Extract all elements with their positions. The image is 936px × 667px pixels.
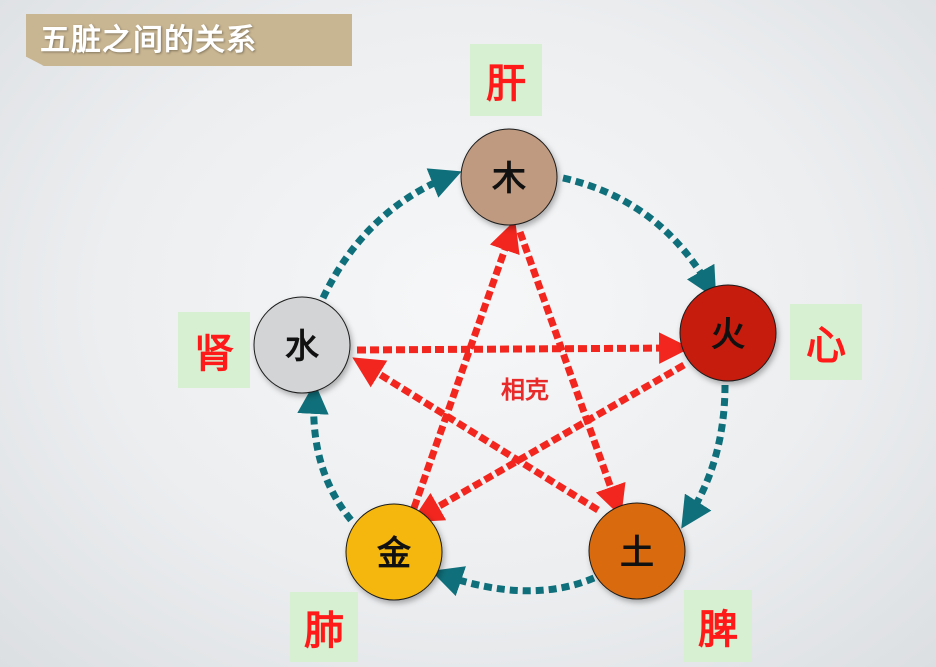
node-metal-label: 金: [376, 534, 412, 574]
node-wood: 木: [460, 128, 558, 226]
node-water-circle: [253, 296, 351, 394]
page-title: 五脏之间的关系: [40, 23, 257, 58]
arrow-fire-to-earth: [681, 384, 729, 529]
node-metal: 金: [345, 503, 443, 601]
controlling-cycle: [352, 220, 691, 523]
organ-box-heart: 心: [790, 304, 862, 380]
node-water: 水: [253, 296, 351, 394]
node-earth-label: 土: [620, 533, 654, 573]
arrow-metal-to-water: [297, 382, 354, 523]
title-banner: [26, 14, 352, 66]
node-metal-circle: [345, 503, 443, 601]
organ-box-spleen: 脾: [684, 590, 752, 662]
node-wood-label: 木: [491, 159, 526, 199]
arrow-metal-to-wood: [410, 220, 520, 510]
node-fire-label: 火: [711, 315, 745, 355]
node-earth-circle: [588, 502, 686, 600]
arrow-earth-to-metal: [431, 566, 596, 597]
arrow-water-to-fire: [356, 332, 691, 364]
arrow-earth-to-water: [352, 357, 600, 513]
arrow-wood-to-earth: [516, 230, 626, 517]
generating-cycle: [297, 168, 729, 597]
organ-box-lung: 肺: [290, 592, 358, 662]
node-wood-circle: [460, 128, 558, 226]
node-fire-circle: [679, 284, 777, 382]
node-water-label: 水: [285, 327, 320, 367]
node-fire: 火: [679, 284, 777, 382]
organ-box-liver: 肝: [470, 44, 542, 116]
center-label: 相克: [501, 376, 549, 404]
node-earth: 土: [588, 502, 686, 600]
arrow-fire-to-metal: [411, 361, 686, 523]
organ-box-kidney: 肾: [178, 312, 250, 388]
arrow-water-to-wood: [319, 168, 462, 300]
arrow-wood-to-fire: [562, 174, 717, 299]
